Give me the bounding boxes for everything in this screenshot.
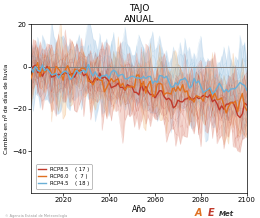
Text: © Agencia Estatal de Meteorología: © Agencia Estatal de Meteorología — [5, 214, 67, 218]
Text: E: E — [208, 208, 214, 218]
Y-axis label: Cambio en nº de días de lluvia: Cambio en nº de días de lluvia — [4, 64, 9, 154]
Text: Met: Met — [218, 211, 233, 217]
Legend: RCP8.5    ( 17 ), RCP6.0    (  7 ), RCP4.5    ( 18 ): RCP8.5 ( 17 ), RCP6.0 ( 7 ), RCP4.5 ( 18… — [36, 164, 92, 189]
Text: A: A — [195, 208, 203, 218]
X-axis label: Año: Año — [132, 205, 146, 214]
Title: TAJO
ANUAL: TAJO ANUAL — [124, 4, 154, 24]
